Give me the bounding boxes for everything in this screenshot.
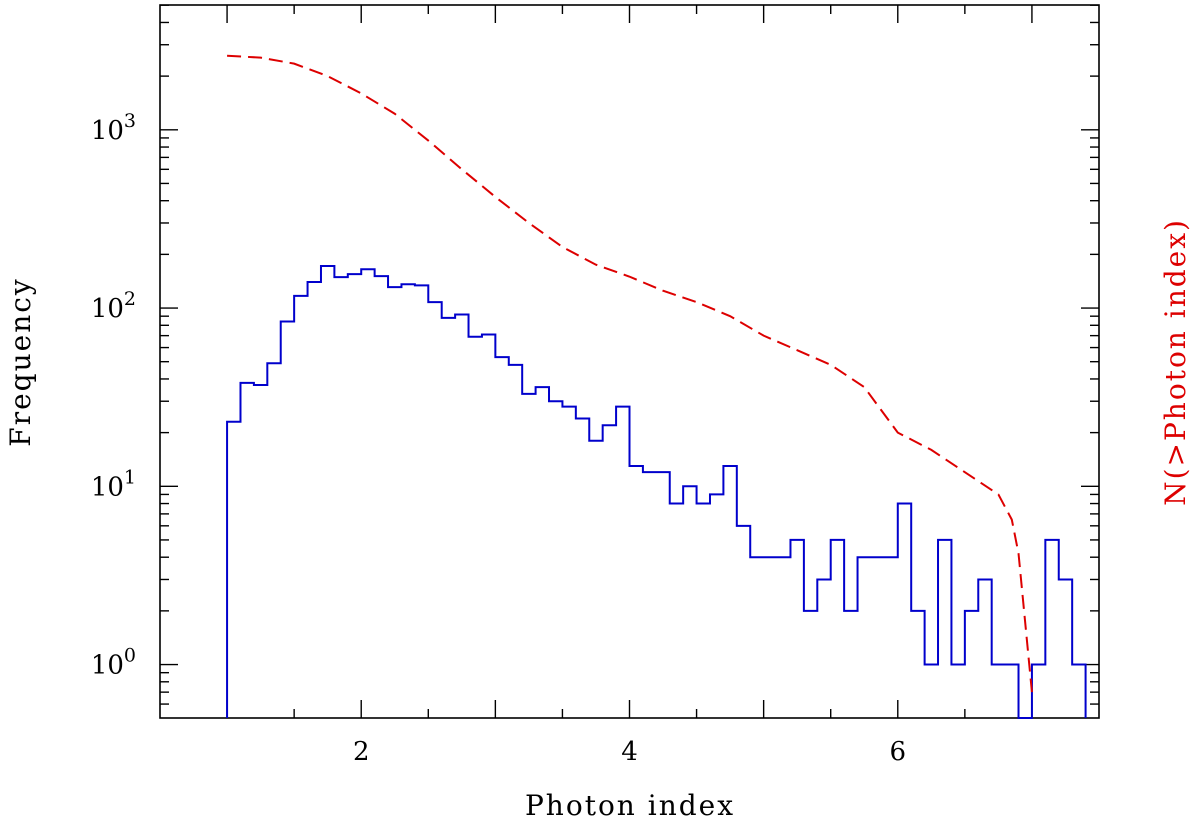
right-axis-title: N(>Photon index) (1159, 218, 1192, 506)
plot-frame (159, 4, 1100, 719)
y-tick-label: 102 (91, 288, 136, 324)
y-tick-label: 103 (91, 110, 136, 146)
axis-tick-labels: 2 4 6 100 101 102 103 (91, 110, 906, 767)
histogram-series (226, 265, 1087, 719)
x-tick-label: 2 (353, 737, 370, 767)
x-axis-title: Photon index (525, 789, 735, 819)
axis-ticks (160, 4, 1099, 718)
cumulative-series (227, 54, 1033, 693)
y-tick-label: 101 (91, 466, 136, 502)
x-tick-label: 4 (621, 737, 638, 767)
y-tick-label: 100 (91, 645, 136, 681)
x-tick-label: 6 (890, 737, 907, 767)
y-axis-title: Frequency (4, 277, 37, 446)
